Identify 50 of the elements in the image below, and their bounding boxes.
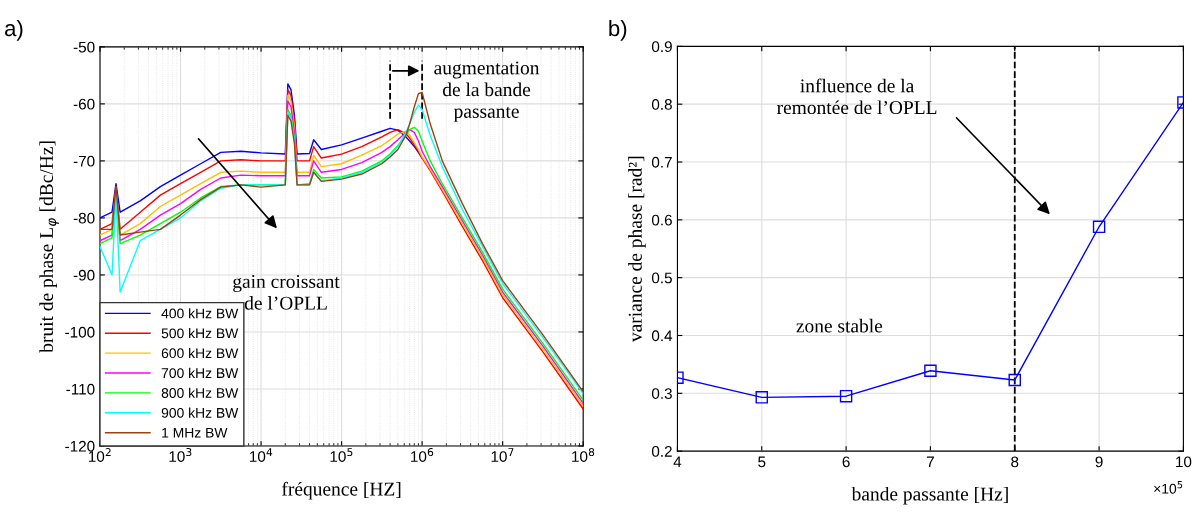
y-tick-label: -110 bbox=[66, 383, 95, 395]
chart-title: b) bbox=[609, 19, 627, 41]
x-tick-label: 10 bbox=[1176, 456, 1192, 468]
legend-label: 500 kHz BW bbox=[161, 328, 239, 339]
y-axis-title: variance de phase [rad²] bbox=[628, 156, 646, 343]
x-tick-label: 10$^{7}$ bbox=[491, 448, 514, 462]
annotation: augmentation de la bande passante bbox=[434, 61, 540, 122]
x-tick-label: 4 bbox=[673, 456, 682, 468]
y-tick-label: -80 bbox=[73, 212, 95, 224]
legend-label: 700 kHz BW bbox=[161, 367, 239, 379]
legend-label: 400 kHz BW bbox=[161, 308, 239, 319]
y-tick-label: 0.9 bbox=[651, 41, 672, 53]
y-axis-title: bruit de phase L$_{φ}$ [dBc/Hz] bbox=[39, 141, 59, 353]
y-tick-label: 0.2 bbox=[651, 446, 672, 457]
y-tick-label: -60 bbox=[73, 98, 95, 110]
point bbox=[755, 391, 769, 404]
y-tick-label: 0.6 bbox=[651, 214, 672, 226]
x-tick-label: 5 bbox=[758, 456, 766, 468]
annotation: zone stable bbox=[796, 318, 883, 333]
y-tick-label: 0.3 bbox=[651, 388, 672, 399]
y-tick-label: 0.4 bbox=[651, 330, 673, 342]
x-tick-label: 8 bbox=[1011, 456, 1019, 468]
legend-label: 1 MHz BW bbox=[162, 428, 228, 438]
x-tick-label: 6 bbox=[842, 456, 850, 468]
point bbox=[1092, 220, 1106, 234]
legend-label: 600 kHz BW bbox=[161, 347, 239, 359]
y-tick-label: 0.5 bbox=[651, 272, 672, 284]
y-tick-label: -50 bbox=[73, 41, 95, 53]
x-tick-label: 10$^{8}$ bbox=[572, 448, 595, 462]
x-axis-title: bande passante [Hz] bbox=[851, 486, 1008, 505]
point bbox=[924, 364, 937, 378]
point bbox=[839, 389, 853, 403]
x-axis-title: fréquence [HZ] bbox=[282, 481, 401, 500]
text: ×10$^{5}$ bbox=[1154, 481, 1183, 494]
point bbox=[1008, 373, 1022, 387]
x-tick-label: 10$^{4}$ bbox=[250, 448, 273, 462]
y-tick-label: -90 bbox=[73, 269, 95, 281]
x-tick-label: 9 bbox=[1095, 456, 1103, 468]
y-tick-label: 0.7 bbox=[651, 156, 672, 168]
legend-label: 800 kHz BW bbox=[161, 387, 239, 398]
x-tick-label: 10$^{6}$ bbox=[411, 448, 434, 462]
y-tick-label: -100 bbox=[65, 326, 95, 338]
annotation: influence de la remontée de l’OPLL bbox=[777, 78, 937, 115]
x-tick-label: 10$^{5}$ bbox=[330, 448, 353, 462]
x-tick-label: 7 bbox=[926, 456, 934, 468]
y-tick-label: -70 bbox=[73, 155, 95, 167]
legend-label: 900 kHz BW bbox=[161, 407, 239, 418]
x-tick-label: 10$^{3}$ bbox=[169, 448, 192, 462]
y-tick-label: 0.8 bbox=[651, 99, 672, 110]
chart-title: a) bbox=[5, 19, 23, 41]
